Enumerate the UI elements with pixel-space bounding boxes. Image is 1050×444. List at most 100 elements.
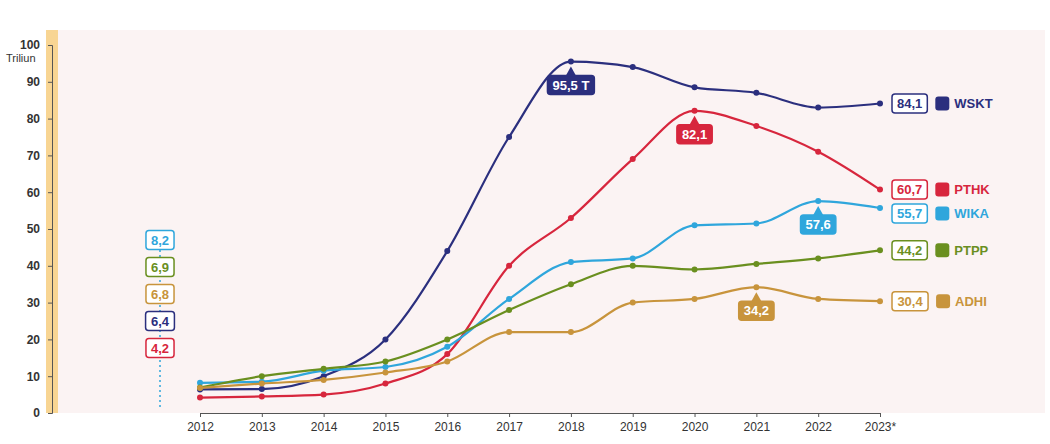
data-label-box <box>892 241 927 260</box>
x-tick-label: 2016 <box>434 420 461 434</box>
x-tick-label: 2021 <box>744 420 771 434</box>
series-point <box>815 255 821 261</box>
y-tick: 20 <box>27 333 52 347</box>
x-tick-label: 2012 <box>187 420 214 434</box>
series-point <box>568 329 574 335</box>
y-axis-line <box>48 46 53 414</box>
x-tick-mark <box>756 413 757 417</box>
data-label-text: 6,4 <box>151 314 170 329</box>
series-logo <box>935 207 949 221</box>
data-label-box <box>146 285 174 304</box>
series-point <box>506 263 512 269</box>
data-label-text: 44,2 <box>897 243 922 258</box>
series-point <box>444 248 450 254</box>
series-line <box>200 287 880 388</box>
crane-column <box>46 30 58 413</box>
x-tick-mark <box>695 413 696 417</box>
y-tick-label: 40 <box>27 259 41 273</box>
series-point <box>506 296 512 302</box>
y-tick-label: 10 <box>27 370 41 384</box>
y-tick-mark <box>48 339 52 340</box>
series-point <box>692 266 698 272</box>
x-tick-label: 2014 <box>311 420 338 434</box>
data-label: 6,4 <box>146 312 175 331</box>
data-label-box <box>146 339 174 358</box>
series-logo <box>935 243 949 257</box>
data-label-text: 34,2 <box>744 303 769 318</box>
data-label-box <box>892 180 927 199</box>
series-point <box>382 358 388 364</box>
data-label: 84,1 <box>892 94 927 113</box>
data-label-box <box>801 215 836 234</box>
label-pointer <box>690 116 700 125</box>
series-point <box>630 263 636 269</box>
series-point <box>692 84 698 90</box>
data-label-text: 30,4 <box>897 294 923 309</box>
label-pointer <box>813 206 823 215</box>
x-tick-mark <box>262 413 263 417</box>
series-point <box>877 298 883 304</box>
series-point <box>197 395 203 401</box>
x-tick: 2017 <box>496 413 523 434</box>
y-tick: 30 <box>27 296 52 310</box>
chart: 0102030405060708090100Triliun20122013201… <box>0 0 1050 444</box>
data-label-box <box>146 258 174 277</box>
x-axis-line <box>201 414 881 418</box>
x-tick-label: 2015 <box>373 420 400 434</box>
y-tick-label: 70 <box>27 149 41 163</box>
series-point <box>321 377 327 383</box>
y-tick-label: 0 <box>33 406 40 420</box>
y-tick: 100 <box>20 38 52 52</box>
series-point <box>506 329 512 335</box>
series-point <box>815 149 821 155</box>
data-label-box <box>892 94 927 113</box>
label-pointer <box>751 292 761 301</box>
series-point <box>259 386 265 392</box>
data-label: 34,2 <box>739 301 774 320</box>
series-point <box>753 123 759 129</box>
y-tick: 50 <box>27 222 52 236</box>
series-point <box>259 373 265 379</box>
y-tick: 40 <box>27 259 52 273</box>
y-tick-label: 60 <box>27 186 41 200</box>
data-label-text: 6,8 <box>151 287 169 302</box>
series-line <box>200 62 880 390</box>
series-point <box>568 259 574 265</box>
x-tick-mark <box>633 413 634 417</box>
series-point <box>815 296 821 302</box>
y-tick-label: 30 <box>27 296 41 310</box>
series-point <box>382 336 388 342</box>
series-point <box>877 187 883 193</box>
series-name: ADHI <box>955 294 987 309</box>
data-label-box <box>892 204 927 223</box>
series-point <box>444 351 450 357</box>
x-tick-label: 2019 <box>620 420 647 434</box>
x-tick-mark <box>818 413 819 417</box>
y-tick: 80 <box>27 112 52 126</box>
data-labels: 95,5 T82,157,634,28,26,96,86,44,284,1WSK… <box>146 67 993 407</box>
data-label-text: 57,6 <box>806 217 831 232</box>
series-point <box>630 300 636 306</box>
series-point <box>259 381 265 387</box>
x-tick-label: 2018 <box>558 420 585 434</box>
x-tick-mark <box>385 413 386 417</box>
data-label-text: 95,5 T <box>552 78 589 93</box>
x-tick-mark <box>200 413 201 417</box>
series-point <box>630 156 636 162</box>
series-point <box>197 385 203 391</box>
data-label: 30,4 <box>892 292 928 311</box>
series-name: PTHK <box>954 182 990 197</box>
data-label: 4,2 <box>146 339 174 358</box>
series-point <box>692 108 698 114</box>
series-point <box>321 392 327 398</box>
y-tick-mark <box>48 413 52 414</box>
data-label-text: 82,1 <box>682 127 707 142</box>
x-tick: 2021 <box>744 413 771 434</box>
x-tick-label: 2020 <box>682 420 709 434</box>
series-point <box>568 215 574 221</box>
series-line <box>200 250 880 387</box>
x-tick-label: 2017 <box>496 420 523 434</box>
data-label: 60,7 <box>892 180 927 199</box>
x-tick: 2023* <box>865 413 897 434</box>
series-point <box>382 370 388 376</box>
